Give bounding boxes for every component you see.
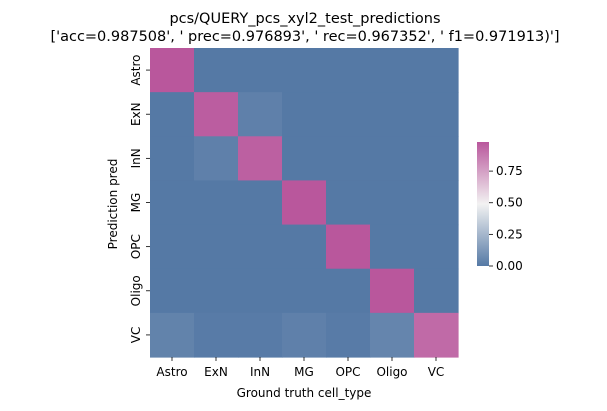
heatmap-cell-astro-exn [194, 48, 239, 93]
heatmap-cell-exn-oligo [370, 92, 415, 137]
heatmap-cell-exn-opc [326, 92, 371, 137]
heatmap-cell-exn-astro [150, 92, 195, 137]
heatmap-cell-inn-exn [194, 136, 239, 182]
heatmap-cell-astro-mg [282, 48, 327, 93]
heatmap-cell-opc-opc [326, 224, 371, 270]
heatmap-cell-mg-mg [282, 180, 327, 226]
colorbar-tick-label: 0.25 [496, 227, 523, 241]
heatmap-cell-inn-astro [150, 136, 195, 182]
heatmap-cell-mg-astro [150, 180, 195, 226]
heatmap-cell-astro-inn [238, 48, 283, 93]
heatmap-cell-oligo-exn [194, 268, 239, 314]
y-tick-label: OPC [129, 234, 143, 259]
heatmap-cell-astro-vc [414, 48, 459, 93]
heatmap-cell-mg-vc [414, 180, 459, 226]
heatmap-cell-opc-inn [238, 224, 283, 270]
chart-title: pcs/QUERY_pcs_xyl2_test_predictions [169, 11, 440, 27]
y-tick-label: VC [129, 327, 143, 344]
colorbar [477, 142, 489, 266]
y-tick-label: Oligo [129, 275, 143, 306]
heatmap-cell-inn-mg [282, 136, 327, 182]
colorbar-tick-label: 0.50 [496, 196, 523, 210]
heatmap-cell-vc-astro [150, 312, 195, 358]
heatmap-cell-vc-oligo [370, 312, 415, 358]
heatmap-cell-oligo-oligo [370, 268, 415, 314]
heatmap-cell-exn-mg [282, 92, 327, 137]
heatmap-cell-mg-exn [194, 180, 239, 226]
y-tick-label: MG [129, 193, 143, 213]
heatmap-cell-inn-oligo [370, 136, 415, 182]
heatmap-cell-oligo-inn [238, 268, 283, 314]
colorbar-tick-label: 0.00 [496, 259, 523, 273]
x-tick-label: Astro [156, 365, 187, 379]
heatmap-cell-opc-oligo [370, 224, 415, 270]
heatmap-cell-mg-inn [238, 180, 283, 226]
heatmap-cell-exn-exn [194, 92, 239, 137]
y-tick-label: InN [129, 148, 143, 168]
x-tick-label: OPC [335, 365, 360, 379]
heatmap-cell-vc-vc [414, 312, 459, 358]
heatmap-cell-vc-exn [194, 312, 239, 358]
y-axis-ticks: Astro ExN InN MG OPC Oligo VC [129, 54, 150, 343]
heatmap-cell-exn-vc [414, 92, 459, 137]
x-tick-label: Oligo [376, 365, 407, 379]
heatmap-cell-vc-mg [282, 312, 327, 358]
heatmap-cell-mg-opc [326, 180, 371, 226]
x-axis-ticks: Astro ExN InN MG OPC Oligo VC [156, 357, 444, 379]
y-axis-label: Prediction pred [106, 159, 120, 250]
heatmap-cell-inn-vc [414, 136, 459, 182]
heatmap-cell-oligo-vc [414, 268, 459, 314]
chart-subtitle: ['acc=0.987508', ' prec=0.976893', ' rec… [50, 29, 559, 45]
heatmap-cell-vc-opc [326, 312, 371, 358]
heatmap-cell-opc-mg [282, 224, 327, 270]
x-tick-label: VC [428, 365, 445, 379]
y-tick-label: ExN [129, 102, 143, 126]
heatmap-cell-vc-inn [238, 312, 283, 358]
heatmap-cell-opc-astro [150, 224, 195, 270]
x-tick-label: ExN [204, 365, 228, 379]
colorbar-ticks: 0.00 0.25 0.50 0.75 [489, 164, 523, 273]
colorbar-tick-label: 0.75 [496, 164, 523, 178]
x-axis-label: Ground truth cell_type [237, 386, 372, 400]
heatmap-cell-astro-oligo [370, 48, 415, 93]
heatmap-cell-astro-astro [150, 48, 195, 93]
heatmap-cell-astro-opc [326, 48, 371, 93]
heatmap-cell-oligo-mg [282, 268, 327, 314]
heatmap-cell-opc-vc [414, 224, 459, 270]
heatmap-cell-exn-inn [238, 92, 283, 137]
x-tick-label: MG [294, 365, 314, 379]
heatmap-cell-oligo-opc [326, 268, 371, 314]
heatmap-cell-inn-inn [238, 136, 283, 182]
heatmap-cell-mg-oligo [370, 180, 415, 226]
heatmap-cell-opc-exn [194, 224, 239, 270]
x-tick-label: InN [250, 365, 270, 379]
heatmap-cell-inn-opc [326, 136, 371, 182]
y-tick-label: Astro [129, 54, 143, 85]
heatmap-cells [150, 48, 459, 358]
heatmap-cell-oligo-astro [150, 268, 195, 314]
